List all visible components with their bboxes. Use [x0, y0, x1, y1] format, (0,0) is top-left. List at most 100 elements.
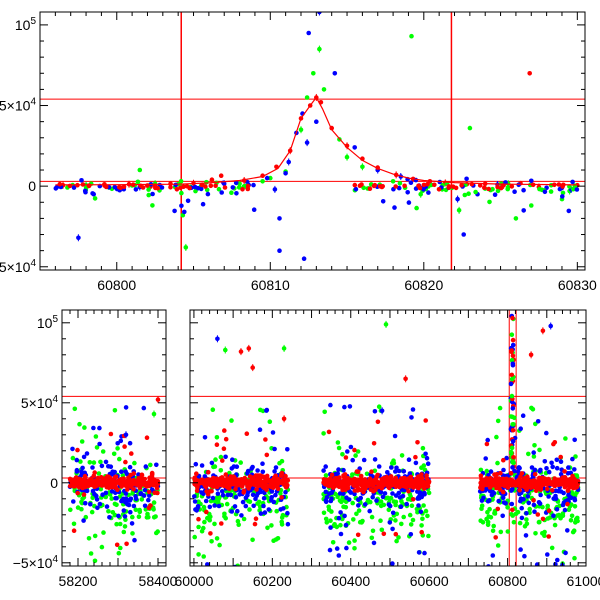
x-tick-label: 60830 — [558, 277, 597, 293]
green-point — [218, 468, 224, 473]
green-point — [495, 460, 500, 466]
green-point — [196, 552, 201, 557]
blue-point — [261, 503, 266, 509]
blue-point — [91, 425, 96, 431]
blue-point — [531, 502, 537, 508]
blue-point — [272, 187, 278, 192]
green-point — [279, 515, 285, 520]
red-point — [481, 481, 486, 487]
top-plot-area — [40, 12, 585, 270]
blue-point — [83, 500, 88, 506]
green-point — [335, 440, 341, 445]
blue-point — [393, 469, 398, 474]
blue-point — [426, 190, 431, 195]
blue-point — [501, 467, 506, 473]
blue-point — [133, 187, 139, 192]
green-point — [574, 473, 580, 478]
blue-point — [99, 463, 105, 469]
red-point — [525, 474, 530, 480]
blue-point — [378, 489, 383, 495]
red-point — [567, 482, 573, 487]
blue-point — [358, 495, 364, 501]
blue-point — [416, 503, 421, 508]
green-point — [114, 521, 119, 527]
blue-point — [107, 515, 112, 520]
blue-point — [80, 465, 85, 471]
blue-point — [277, 216, 282, 221]
blue-point — [406, 457, 412, 463]
blue-point — [138, 491, 143, 497]
green-point — [517, 520, 523, 526]
x-tick-label: 60810 — [251, 277, 290, 293]
green-point — [346, 540, 352, 545]
blue-point — [531, 450, 536, 455]
blue-point — [481, 495, 486, 501]
blue-point — [350, 457, 356, 463]
blue-point — [560, 194, 565, 199]
blue-point — [97, 425, 102, 431]
blue-point — [461, 232, 467, 237]
red-point — [57, 181, 63, 187]
red-point — [565, 501, 570, 507]
green-point — [560, 190, 566, 196]
red-point — [115, 487, 120, 493]
green-point — [121, 529, 127, 535]
green-point — [217, 542, 222, 548]
red-point — [419, 529, 425, 535]
blue-point — [74, 457, 80, 463]
blue-point — [234, 464, 240, 470]
red-point — [492, 472, 497, 477]
blue-point — [228, 492, 234, 498]
blue-point — [273, 465, 279, 470]
red-point — [484, 478, 490, 483]
red-point — [525, 482, 530, 488]
blue-point — [205, 562, 210, 566]
blue-point — [272, 446, 277, 452]
blue-point — [219, 489, 225, 494]
blue-point — [82, 188, 88, 194]
red-point — [359, 182, 364, 187]
x-tick-label: 61000 — [567, 573, 600, 589]
outburst-point — [508, 470, 514, 476]
blue-point — [257, 427, 263, 433]
blue-point — [574, 187, 580, 192]
blue-point — [127, 464, 133, 470]
green-point — [467, 125, 473, 131]
blue-point — [384, 571, 389, 576]
blue-point — [255, 490, 261, 496]
green-point — [505, 185, 511, 190]
red-point — [194, 488, 200, 494]
red-point — [217, 480, 222, 485]
red-point — [533, 488, 539, 494]
red-point — [219, 521, 224, 526]
red-point — [393, 531, 399, 537]
blue-point — [342, 513, 347, 519]
green-point — [92, 196, 98, 201]
red-point — [544, 482, 550, 487]
red-point — [155, 185, 160, 191]
green-point — [111, 451, 117, 457]
red-point — [509, 184, 515, 189]
y-tick-label: 105 — [15, 16, 37, 33]
green-point — [372, 593, 377, 598]
green-point — [364, 471, 370, 477]
green-point — [337, 498, 343, 503]
red-point — [196, 516, 201, 522]
green-point — [204, 179, 209, 185]
red-point — [373, 486, 379, 491]
blue-point — [216, 503, 222, 509]
green-point — [486, 514, 492, 519]
blue-point — [509, 488, 514, 493]
blue-point — [123, 405, 129, 410]
red-point — [531, 478, 537, 483]
blue-point — [200, 201, 206, 207]
red-point — [75, 447, 80, 453]
green-point — [260, 179, 265, 184]
blue-point — [285, 510, 290, 516]
green-point — [241, 516, 247, 522]
green-point — [505, 529, 511, 534]
green-point — [117, 456, 122, 462]
green-point — [378, 499, 384, 504]
blue-point — [400, 493, 406, 499]
